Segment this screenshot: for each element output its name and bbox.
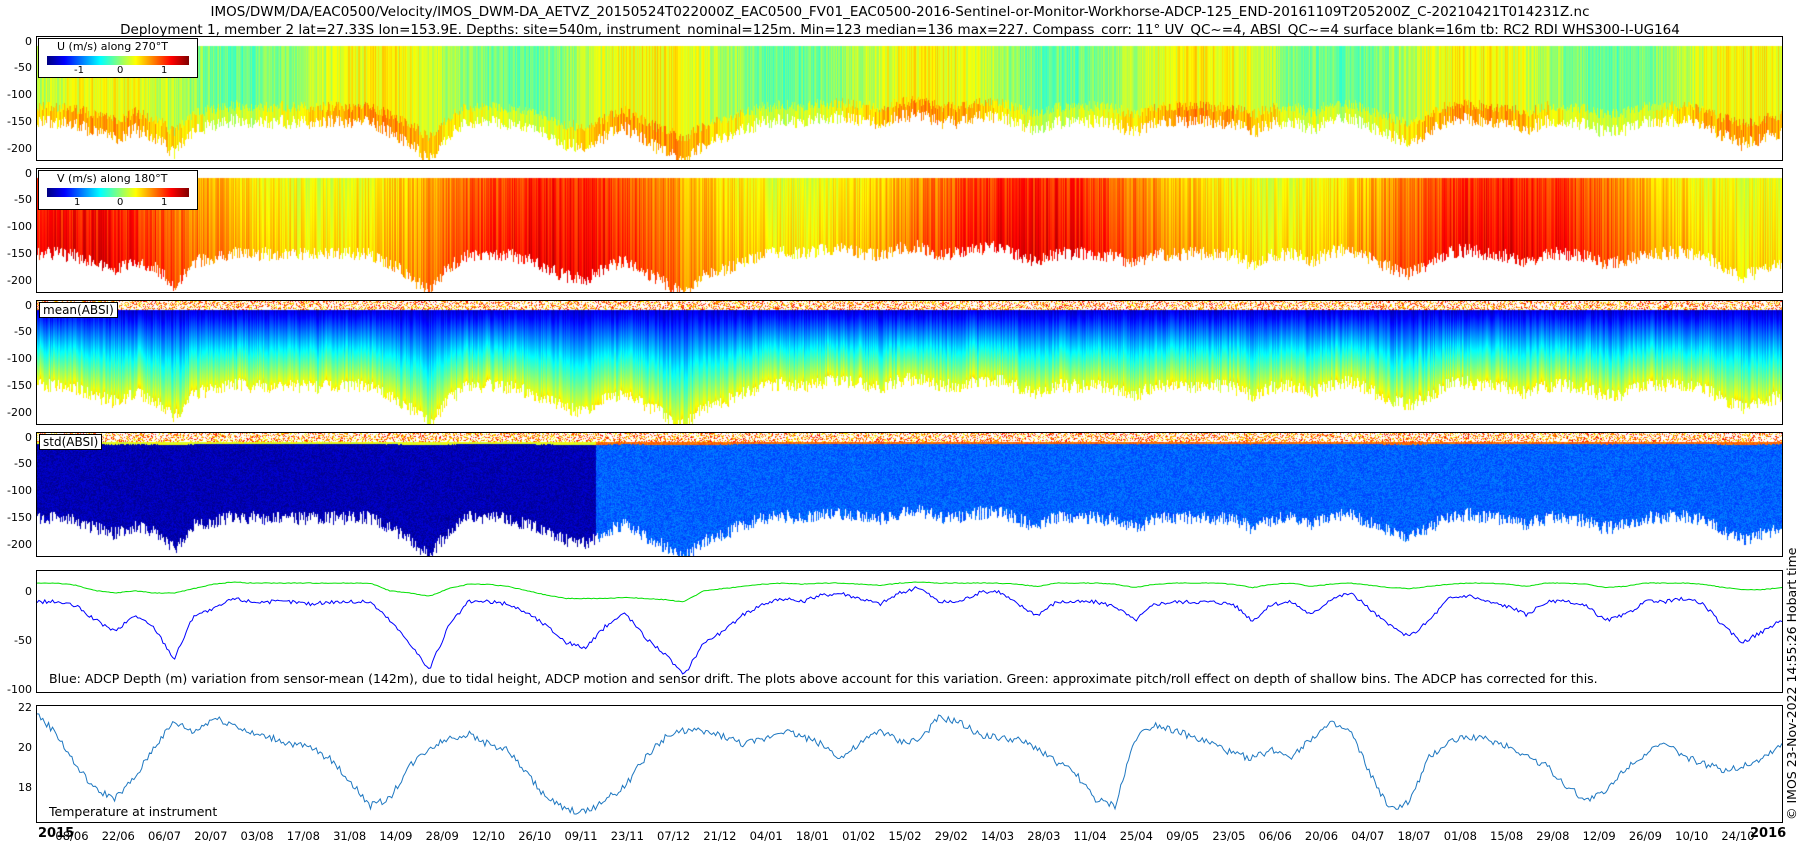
y-tick-label: 18 — [18, 781, 32, 794]
y-tick-label: -150 — [7, 379, 32, 392]
x-tick-label: 06/06 — [1258, 829, 1292, 843]
x-tick-label: 12/10 — [471, 829, 506, 843]
x-tick-label: 14/09 — [379, 829, 413, 843]
v-colorbar-tick: 0 — [117, 197, 124, 208]
x-tick-label: 10/10 — [1675, 829, 1709, 843]
x-tick-label: 31/08 — [333, 829, 367, 843]
x-tick-label: 23/05 — [1212, 829, 1246, 843]
y-tick-label: 0 — [25, 35, 32, 48]
y-tick-label: -150 — [7, 247, 32, 260]
x-tick-label: 28/09 — [425, 829, 459, 843]
u-velocity-heatmap — [37, 37, 1782, 160]
x-tick-label: 07/12 — [657, 829, 691, 843]
u-colorbar-tick: -1 — [74, 65, 84, 76]
adcp-depth-series-line — [37, 586, 1782, 675]
y-tick-label: -200 — [7, 274, 32, 287]
u-colorbar-tick: 1 — [161, 65, 168, 76]
v-colorbar-title: V (m/s) along 180°T — [57, 172, 168, 185]
y-tick-label: -100 — [7, 220, 32, 233]
y-tick-label: -50 — [14, 325, 32, 338]
x-tick-label: 09/11 — [564, 829, 598, 843]
x-tick-label: 29/02 — [934, 829, 968, 843]
x-tick-label: 24/10 — [1721, 829, 1755, 843]
mean-absi-label: mean(ABSI) — [39, 302, 118, 318]
v-velocity-heatmap — [37, 169, 1782, 292]
x-tick-label: 15/08 — [1490, 829, 1524, 843]
pitch-roll-effect-series-line — [37, 581, 1782, 603]
u-velocity-panel: U (m/s) along 270°T -1 0 1 — [36, 36, 1783, 161]
v-colorbar-tick: 1 — [161, 197, 168, 208]
std-absi-label: std(ABSI) — [39, 434, 103, 450]
mean-absi-heatmap — [37, 301, 1782, 424]
temperature-series-line — [37, 713, 1782, 815]
y-tick-label: -50 — [14, 193, 32, 206]
v-colorbar: V (m/s) along 180°T 1 0 1 — [38, 170, 198, 210]
y-tick-label: -200 — [7, 538, 32, 551]
x-tick-label: 26/10 — [518, 829, 552, 843]
x-tick-label: 18/07 — [1397, 829, 1431, 843]
x-tick-label: 18/01 — [795, 829, 830, 843]
x-tick-label: 08/06 — [55, 829, 89, 843]
u-colorbar-gradient — [47, 56, 189, 65]
y-tick-label: -200 — [7, 406, 32, 419]
x-tick-label: 26/09 — [1628, 829, 1663, 843]
v-velocity-panel: V (m/s) along 180°T 1 0 1 — [36, 168, 1783, 293]
x-tick-label: 20/06 — [1304, 829, 1339, 843]
temperature-plot — [37, 713, 1782, 815]
x-tick-label: 29/08 — [1536, 829, 1570, 843]
chart-title-line-2: Deployment 1, member 2 lat=27.33S lon=15… — [120, 22, 1680, 38]
x-tick-label: 14/03 — [980, 829, 1015, 843]
y-tick-label: -100 — [7, 352, 32, 365]
chart-title-line-1: IMOS/DWM/DA/EAC0500/Velocity/IMOS_DWM-DA… — [210, 4, 1590, 20]
depth-variation-plot — [37, 581, 1782, 675]
y-tick-label: -100 — [7, 683, 32, 696]
x-tick-label: 06/07 — [147, 829, 182, 843]
x-end-year: 2016 — [1750, 826, 1787, 841]
y-tick-label: -100 — [7, 484, 32, 497]
mean-absi-panel: mean(ABSI) — [36, 300, 1783, 425]
y-tick-label: 0 — [25, 167, 32, 180]
y-tick-label: 20 — [18, 741, 32, 754]
u-colorbar-title: U (m/s) along 270°T — [57, 40, 168, 53]
x-tick-label: 11/04 — [1073, 829, 1107, 843]
v-colorbar-gradient — [47, 188, 189, 197]
y-tick-label: 22 — [18, 701, 32, 714]
u-colorbar-tick: 0 — [117, 65, 124, 76]
x-tick-label: 17/08 — [286, 829, 320, 843]
x-tick-label: 21/12 — [703, 829, 737, 843]
x-tick-label: 04/07 — [1351, 829, 1385, 843]
y-tick-label: 0 — [25, 585, 32, 598]
y-tick-label: -50 — [14, 634, 32, 647]
u-colorbar: U (m/s) along 270°T -1 0 1 — [38, 38, 198, 78]
y-tick-label: -50 — [14, 61, 32, 74]
depth-variation-panel: Blue: ADCP Depth (m) variation from sens… — [36, 570, 1783, 693]
x-tick-label: 12/09 — [1582, 829, 1616, 843]
x-tick-label: 04/01 — [749, 829, 783, 843]
x-start-year: 2015 — [38, 826, 75, 841]
x-tick-label: 09/05 — [1166, 829, 1200, 843]
y-tick-label: -150 — [7, 115, 32, 128]
temperature-panel: Temperature at instrument — [36, 705, 1783, 823]
y-tick-label: 0 — [25, 299, 32, 312]
y-tick-label: -200 — [7, 142, 32, 155]
x-tick-label: 22/06 — [101, 829, 135, 843]
std-absi-panel: std(ABSI) — [36, 432, 1783, 557]
x-tick-label: 28/03 — [1027, 829, 1061, 843]
x-tick-label: 20/07 — [194, 829, 228, 843]
x-tick-label: 01/08 — [1443, 829, 1477, 843]
x-tick-label: 23/11 — [610, 829, 644, 843]
std-absi-heatmap — [37, 433, 1782, 556]
y-tick-label: -150 — [7, 511, 32, 524]
x-tick-label: 03/08 — [240, 829, 274, 843]
y-tick-label: -100 — [7, 88, 32, 101]
y-tick-label: -50 — [14, 457, 32, 470]
v-colorbar-tick: 1 — [74, 197, 81, 208]
temperature-annotation: Temperature at instrument — [49, 804, 218, 819]
x-tick-label: 25/04 — [1119, 829, 1153, 843]
timestamp-stamp: © IMOS 23-Nov-2022 14:55:26 Hobart time — [1784, 547, 1799, 820]
x-tick-label: 01/02 — [842, 829, 876, 843]
x-tick-label: 15/02 — [888, 829, 922, 843]
depth-variation-annotation: Blue: ADCP Depth (m) variation from sens… — [49, 671, 1598, 686]
y-tick-label: 0 — [25, 431, 32, 444]
